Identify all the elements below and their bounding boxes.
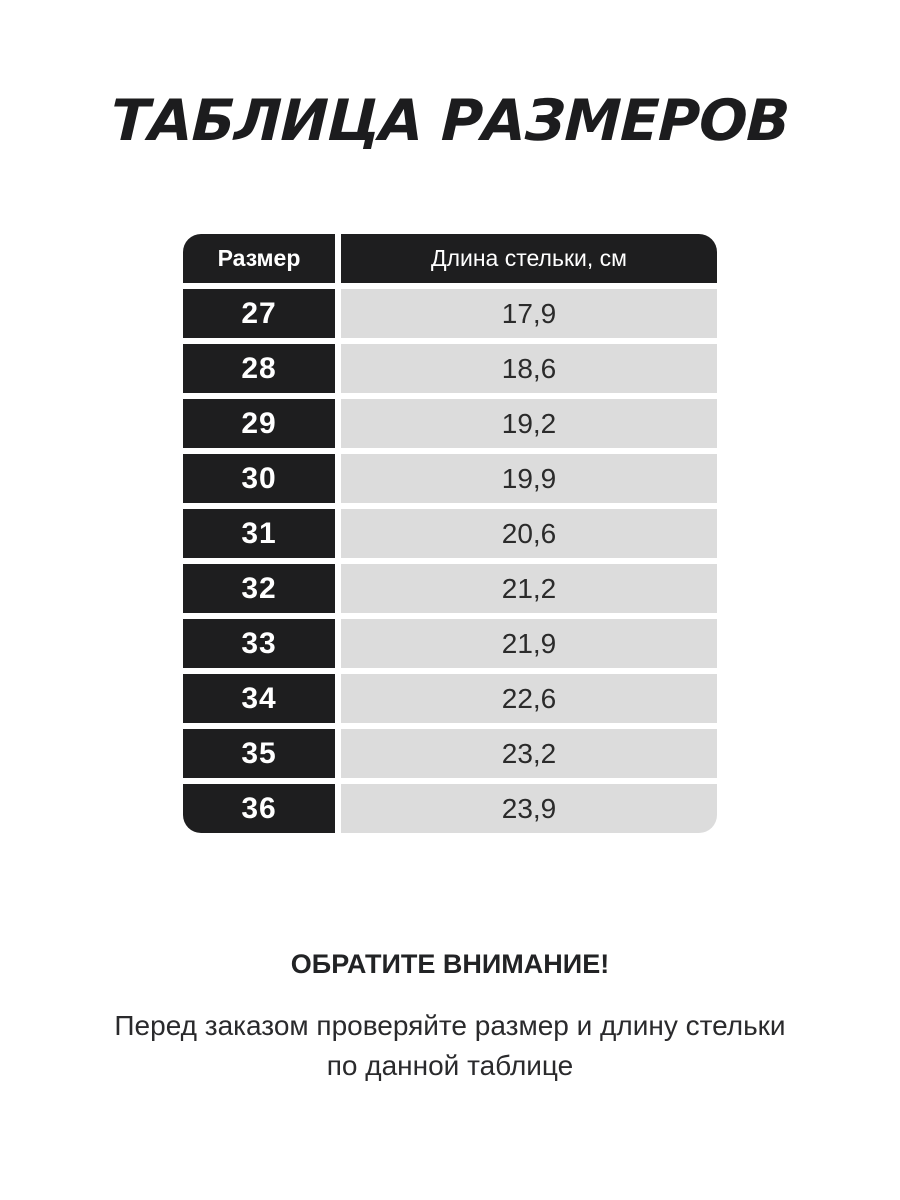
table-header-size: Размер — [183, 234, 335, 283]
table-cell-length: 21,9 — [341, 619, 717, 668]
table-cell-length: 23,9 — [341, 784, 717, 833]
table-cell-size: 36 — [183, 784, 335, 833]
table-cell-length: 19,9 — [341, 454, 717, 503]
table-header-length: Длина стельки, см — [341, 234, 717, 283]
table-cell-size: 29 — [183, 399, 335, 448]
note-text-line2: по данной таблице — [326, 1050, 574, 1081]
page-title: ТАБЛИЦА РАЗМЕРОВ — [109, 88, 791, 154]
note-heading: ОБРАТИТЕ ВНИМАНИЕ! — [290, 949, 610, 979]
table-cell-length: 21,2 — [341, 564, 717, 613]
table-cell-length: 23,2 — [341, 729, 717, 778]
table-cell-size: 35 — [183, 729, 335, 778]
table-cell-size: 31 — [183, 509, 335, 558]
size-table: Размер Длина стельки, см 27 17,9 28 18,6… — [183, 234, 717, 833]
table-cell-size: 34 — [183, 674, 335, 723]
table-cell-length: 17,9 — [341, 289, 717, 338]
table-cell-length: 22,6 — [341, 674, 717, 723]
table-cell-size: 30 — [183, 454, 335, 503]
table-cell-size: 32 — [183, 564, 335, 613]
table-cell-length: 18,6 — [341, 344, 717, 393]
note-text-line1: Перед заказом проверяйте размер и длину … — [114, 1010, 786, 1041]
table-cell-size: 27 — [183, 289, 335, 338]
table-cell-size: 33 — [183, 619, 335, 668]
table-cell-length: 19,2 — [341, 399, 717, 448]
table-cell-size: 28 — [183, 344, 335, 393]
table-cell-length: 20,6 — [341, 509, 717, 558]
note-text: Перед заказом проверяйте размер и длину … — [0, 1006, 900, 1086]
